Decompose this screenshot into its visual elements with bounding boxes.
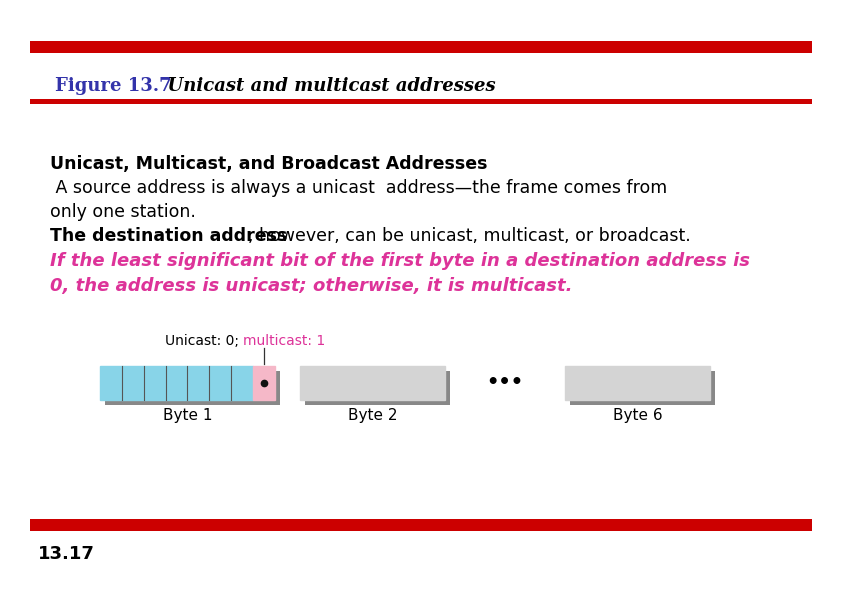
- Bar: [570, 371, 715, 405]
- Text: If the least significant bit of the first byte in a destination address is: If the least significant bit of the firs…: [50, 252, 750, 270]
- Text: Byte 1: Byte 1: [163, 408, 212, 423]
- Text: Unicast, Multicast, and Broadcast Addresses: Unicast, Multicast, and Broadcast Addres…: [50, 155, 488, 173]
- Text: , however, can be unicast, multicast, or broadcast.: , however, can be unicast, multicast, or…: [248, 227, 690, 245]
- Bar: [105, 371, 280, 405]
- Text: Byte 2: Byte 2: [348, 408, 397, 423]
- Bar: [30, 519, 812, 531]
- Text: 0, the address is unicast; otherwise, it is multicast.: 0, the address is unicast; otherwise, it…: [50, 277, 573, 295]
- Text: 13.17: 13.17: [38, 545, 95, 563]
- Text: •••: •••: [487, 374, 524, 393]
- Text: Byte 6: Byte 6: [613, 408, 663, 423]
- Text: Unicast: 0;: Unicast: 0;: [165, 334, 243, 348]
- Text: only one station.: only one station.: [50, 203, 196, 221]
- Text: multicast: 1: multicast: 1: [243, 334, 325, 348]
- Bar: [305, 371, 450, 405]
- Text: The destination address: The destination address: [50, 227, 287, 245]
- Bar: [300, 366, 445, 400]
- Bar: [253, 366, 275, 400]
- Text: Unicast and multicast addresses: Unicast and multicast addresses: [155, 77, 496, 95]
- Bar: [30, 99, 812, 104]
- Bar: [30, 41, 812, 53]
- Bar: [565, 366, 710, 400]
- Text: A source address is always a unicast  address—the frame comes from: A source address is always a unicast add…: [50, 179, 667, 197]
- Bar: [100, 366, 253, 400]
- Text: Figure 13.7: Figure 13.7: [55, 77, 172, 95]
